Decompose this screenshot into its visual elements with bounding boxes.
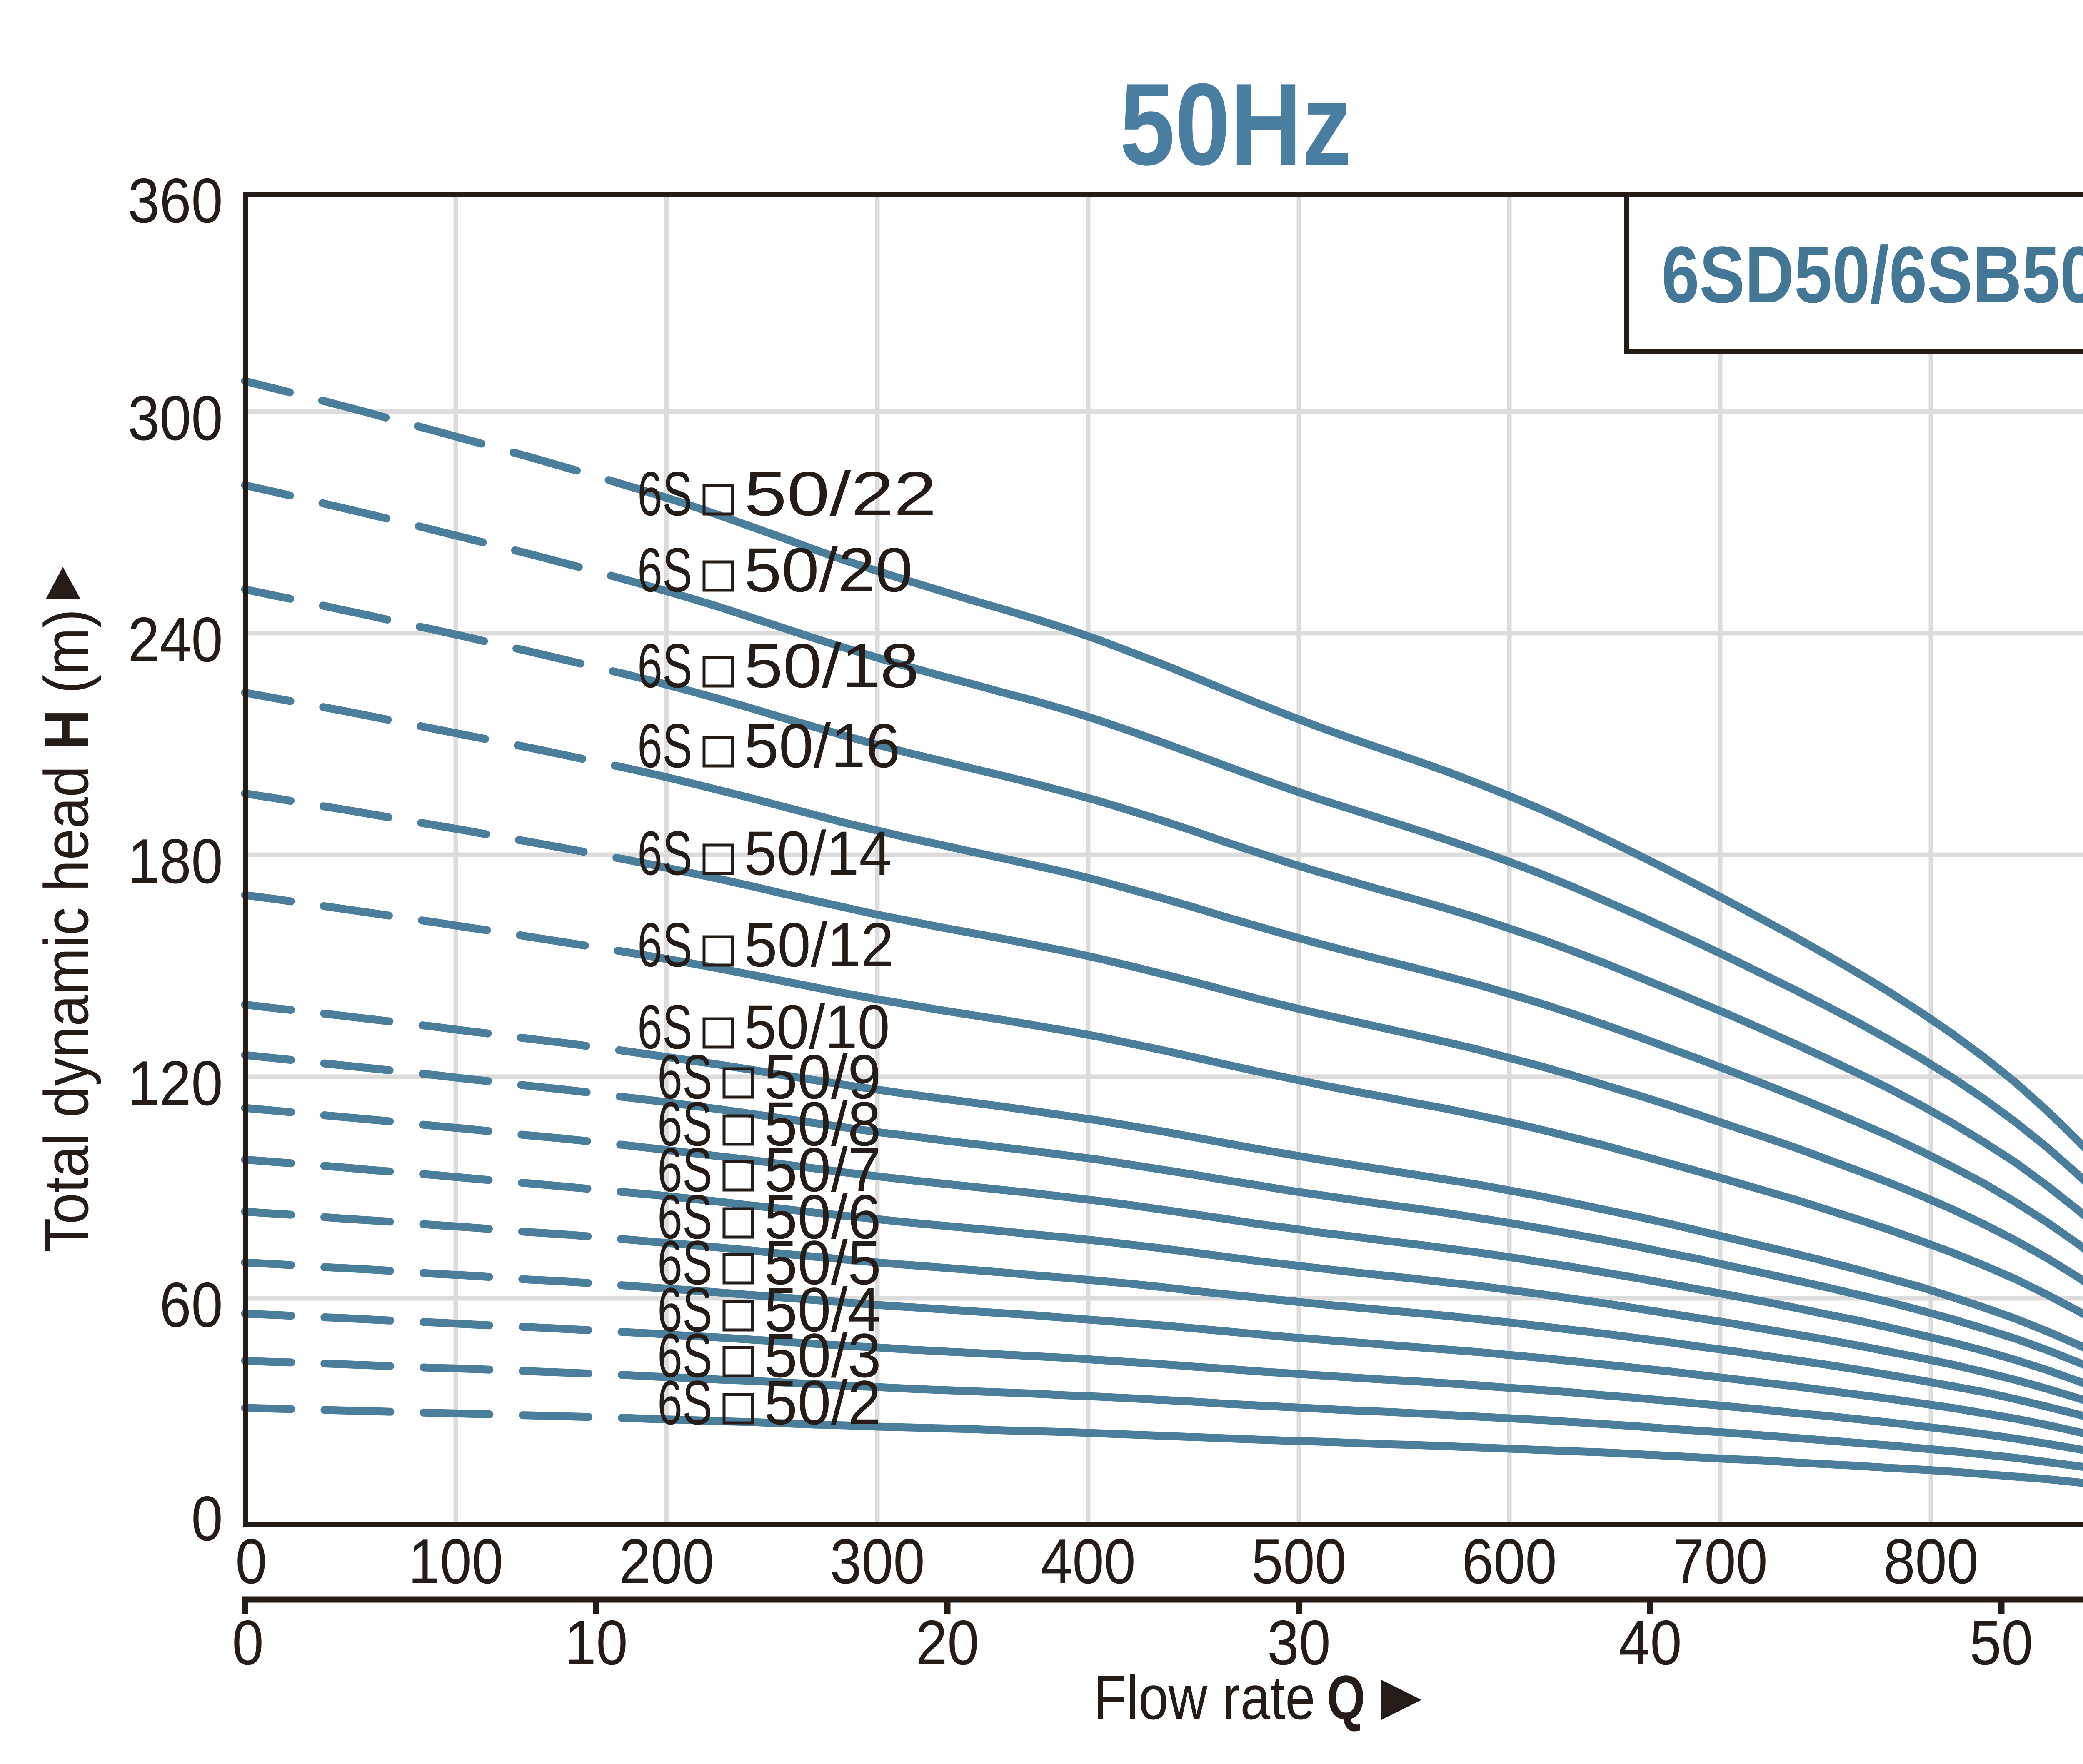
svg-text:50/4: 50/4 [764,1275,881,1345]
svg-text:0: 0 [191,1483,223,1554]
svg-text:6S: 6S [637,992,692,1062]
svg-text:800: 800 [1883,1526,1978,1597]
svg-text:50/20: 50/20 [744,535,913,605]
svg-text:30: 30 [1267,1607,1331,1678]
svg-text:6S: 6S [637,711,692,781]
svg-text:6S: 6S [637,459,692,529]
svg-text:10: 10 [564,1607,628,1678]
svg-text:50/2: 50/2 [764,1367,881,1437]
svg-text:6S: 6S [657,1182,712,1252]
svg-text:50/10: 50/10 [744,992,890,1062]
svg-text:50/6: 50/6 [764,1182,881,1252]
svg-text:60: 60 [160,1270,223,1340]
svg-text:50/16: 50/16 [744,711,900,781]
svg-text:700: 700 [1673,1526,1768,1597]
svg-text:6S: 6S [657,1228,712,1297]
svg-text:6S: 6S [637,535,692,605]
svg-text:120: 120 [128,1048,223,1119]
svg-text:50/12: 50/12 [744,910,894,980]
svg-text:100: 100 [408,1526,503,1597]
svg-text:50/18: 50/18 [744,631,919,701]
svg-text:6S: 6S [657,1042,712,1112]
svg-text:6S: 6S [657,1275,712,1345]
svg-text:300: 300 [128,383,223,454]
svg-text:6S: 6S [657,1367,712,1437]
svg-text:50/3: 50/3 [764,1320,881,1390]
svg-text:6SD50/6SB50/6SC50: 6SD50/6SB50/6SC50 [1661,230,2083,319]
svg-text:500: 500 [1251,1526,1346,1597]
svg-text:50/7: 50/7 [764,1135,881,1205]
svg-text:40: 40 [1618,1607,1682,1678]
svg-text:400: 400 [1041,1526,1136,1597]
svg-text:360: 360 [128,165,223,236]
svg-text:300: 300 [830,1526,925,1597]
svg-text:6S: 6S [657,1320,712,1390]
svg-text:Flow rate: Flow rate [1094,1662,1315,1732]
svg-text:6S: 6S [637,818,692,888]
svg-text:50/14: 50/14 [744,818,892,888]
svg-text:6S: 6S [637,910,692,980]
svg-text:Total dynamic head H (m): Total dynamic head H (m) [31,609,101,1253]
svg-text:6S: 6S [657,1089,712,1159]
svg-text:Q: Q [1327,1662,1365,1732]
svg-text:200: 200 [619,1526,714,1597]
svg-text:6S: 6S [637,631,692,701]
svg-text:600: 600 [1462,1526,1557,1597]
svg-text:50/8: 50/8 [764,1089,881,1159]
svg-text:6S: 6S [657,1135,712,1205]
svg-text:50Hz: 50Hz [1120,60,1352,190]
svg-text:50/9: 50/9 [764,1042,881,1112]
svg-text:0: 0 [232,1607,264,1678]
svg-text:50: 50 [1970,1607,2033,1678]
svg-text:50/5: 50/5 [764,1228,881,1297]
svg-text:20: 20 [916,1607,979,1678]
svg-text:180: 180 [128,826,223,897]
svg-text:240: 240 [128,604,223,675]
svg-text:0: 0 [235,1526,267,1597]
svg-text:50/22: 50/22 [744,459,937,529]
